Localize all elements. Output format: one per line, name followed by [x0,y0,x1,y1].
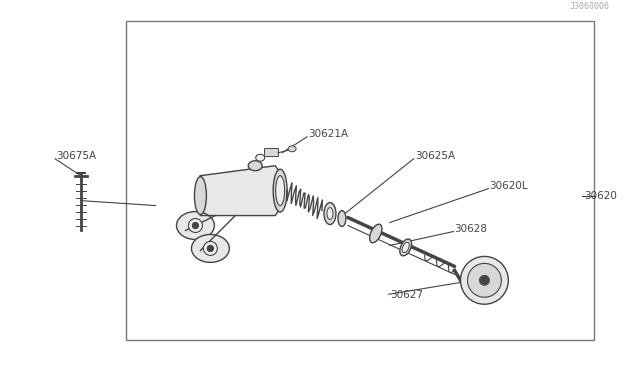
Ellipse shape [461,256,508,304]
Circle shape [188,218,202,232]
Ellipse shape [276,176,285,206]
Ellipse shape [400,239,412,256]
Ellipse shape [479,275,490,285]
Ellipse shape [248,161,262,171]
Circle shape [193,222,198,228]
Polygon shape [200,166,280,215]
Bar [125,21,594,340]
Ellipse shape [191,234,229,262]
Ellipse shape [370,224,382,243]
Text: 30625A: 30625A [415,151,455,161]
Circle shape [481,276,488,284]
Ellipse shape [177,212,214,240]
Ellipse shape [338,211,346,227]
Text: 30627: 30627 [390,290,423,300]
Text: 30621A: 30621A [308,129,348,139]
Ellipse shape [195,177,206,215]
Ellipse shape [288,146,296,152]
Circle shape [207,246,213,251]
Bar [264,148,278,156]
Circle shape [204,241,218,256]
Ellipse shape [256,154,265,161]
Ellipse shape [327,208,333,219]
Ellipse shape [467,263,501,297]
Ellipse shape [402,242,409,253]
Ellipse shape [273,169,287,212]
Text: 30620L: 30620L [490,181,528,191]
Text: 30620: 30620 [584,190,617,201]
Text: 30675A: 30675A [56,151,96,161]
Text: 30628: 30628 [454,224,488,234]
Ellipse shape [324,203,336,225]
Text: J3060006: J3060006 [569,2,609,11]
